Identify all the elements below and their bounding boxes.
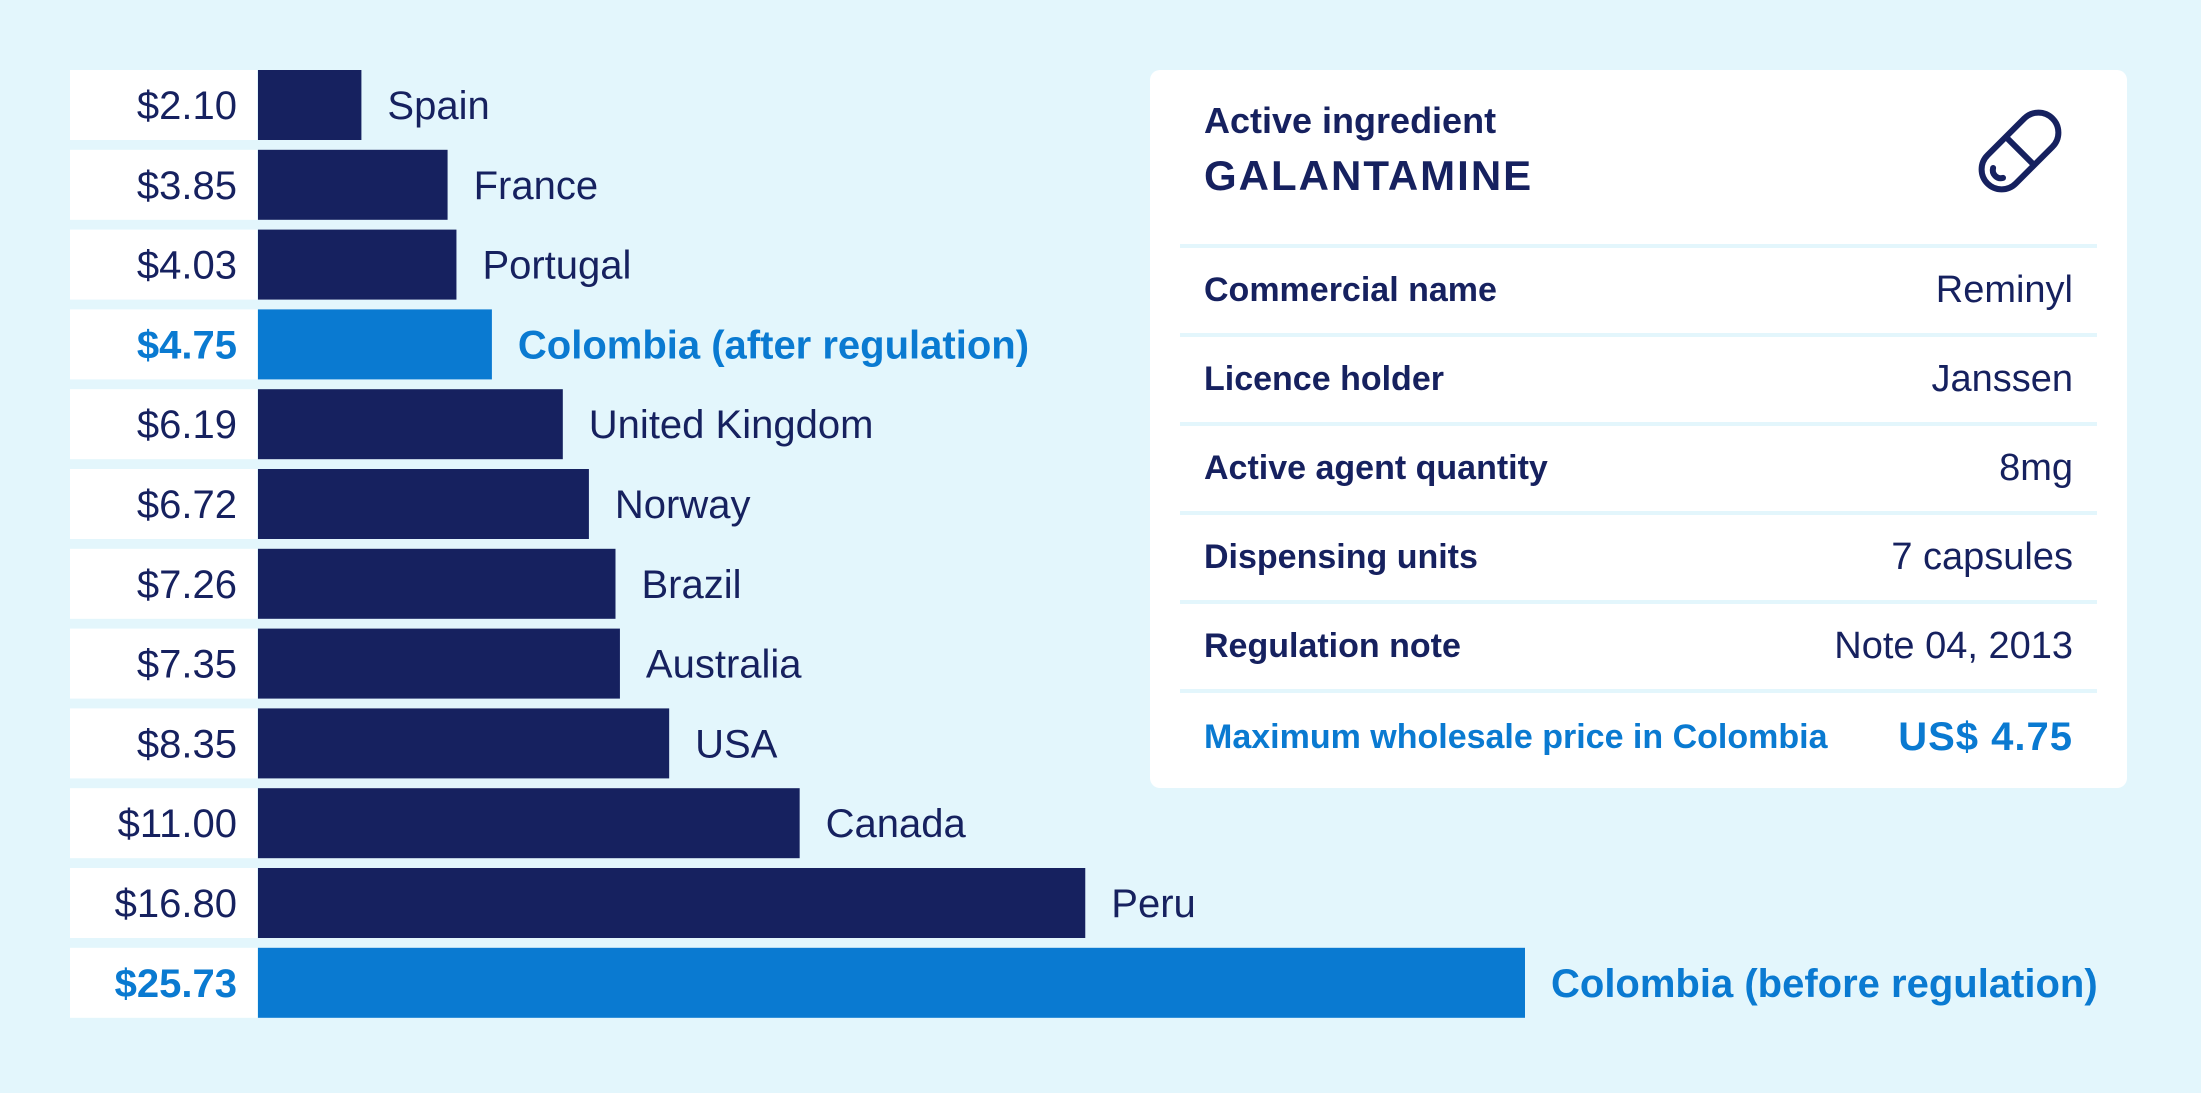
- row-key: Commercial name: [1204, 271, 1497, 309]
- bar-category-label: USA: [695, 722, 778, 766]
- price-label-bg: [70, 788, 257, 859]
- row-key: Licence holder: [1204, 360, 1444, 398]
- bar-category-label: Canada: [826, 802, 967, 846]
- bar-value-label: $16.80: [115, 882, 237, 926]
- card-header: Active ingredient GALANTAMINE: [1180, 70, 2097, 248]
- price-label-bg: [70, 628, 257, 699]
- bar-category-label: United Kingdom: [589, 403, 874, 447]
- row-value: Janssen: [1931, 358, 2073, 400]
- bar: [258, 229, 457, 300]
- row-licence-holder: Licence holder Janssen: [1180, 337, 2097, 426]
- bar: [258, 469, 589, 539]
- row-regulation-note: Regulation note Note 04, 2013: [1180, 604, 2097, 693]
- bar: [258, 788, 800, 859]
- row-key: Dispensing units: [1204, 538, 1478, 576]
- bar-category-label: Peru: [1111, 882, 1196, 926]
- pill-icon: [1978, 109, 2062, 193]
- max-price-value: US$ 4.75: [1898, 714, 2073, 759]
- row-value: Reminyl: [1935, 269, 2073, 311]
- bar-category-label: France: [474, 164, 599, 208]
- price-label-bg: [70, 868, 257, 938]
- row-value: 7 capsules: [1891, 536, 2073, 578]
- price-label-bg: [70, 708, 257, 779]
- bar: [258, 868, 1086, 938]
- row-commercial-name: Commercial name Reminyl: [1180, 248, 2097, 337]
- ingredient-value: GALANTAMINE: [1204, 152, 1534, 199]
- row-dispensing-units: Dispensing units 7 capsules: [1180, 515, 2097, 604]
- card-rows: Commercial name Reminyl Licence holder J…: [1180, 248, 2097, 781]
- bar: [258, 149, 448, 220]
- ingredient-label: Active ingredient: [1204, 100, 1497, 141]
- price-label-bg: [70, 70, 257, 140]
- bar: [258, 389, 563, 460]
- bar-value-label: $7.26: [137, 563, 237, 607]
- bar: [258, 70, 362, 140]
- price-label-bg: [70, 947, 257, 1018]
- row-value: 8mg: [1999, 447, 2073, 489]
- bar-value-label: $11.00: [118, 802, 237, 846]
- bar-category-label: Brazil: [641, 563, 741, 607]
- bar-category-label: Colombia (before regulation): [1551, 962, 2098, 1006]
- bar: [258, 708, 670, 779]
- bar-category-label: Colombia (after regulation): [518, 323, 1029, 367]
- row-key: Regulation note: [1204, 627, 1461, 665]
- bar-category-label: Portugal: [482, 244, 631, 288]
- bar-value-label: $3.85: [137, 164, 237, 208]
- price-label-bg: [70, 229, 257, 300]
- row-active-agent-quantity: Active agent quantity 8mg: [1180, 426, 2097, 515]
- row-key: Maximum wholesale price in Colombia: [1204, 717, 1828, 756]
- bar-value-label: $6.72: [137, 483, 237, 527]
- row-value: Note 04, 2013: [1834, 625, 2073, 667]
- bar-category-label: Spain: [387, 84, 489, 128]
- price-label-bg: [70, 149, 257, 220]
- bar: [258, 309, 492, 380]
- bar-value-label: $7.35: [137, 643, 237, 687]
- price-label-bg: [70, 389, 257, 460]
- bar: [258, 628, 620, 699]
- bar-value-label: $4.75: [137, 323, 237, 367]
- bar-category-label: Australia: [646, 643, 802, 687]
- price-label-bg: [70, 548, 257, 619]
- bar: [258, 548, 616, 619]
- bar-value-label: $6.19: [137, 403, 237, 447]
- bar-value-label: $4.03: [137, 244, 237, 288]
- info-card: Active ingredient GALANTAMINE Commercial…: [1150, 70, 2127, 788]
- bar-category-label: Norway: [615, 483, 751, 527]
- row-key: Active agent quantity: [1204, 449, 1548, 487]
- price-label-bg: [70, 469, 257, 539]
- bar: [258, 947, 1525, 1018]
- bar-value-label: $25.73: [115, 962, 237, 1006]
- price-label-bg: [70, 309, 257, 380]
- bar-value-label: $8.35: [137, 722, 237, 766]
- bar-value-label: $2.10: [137, 84, 237, 128]
- row-max-wholesale-price: Maximum wholesale price in Colombia US$ …: [1180, 693, 2097, 781]
